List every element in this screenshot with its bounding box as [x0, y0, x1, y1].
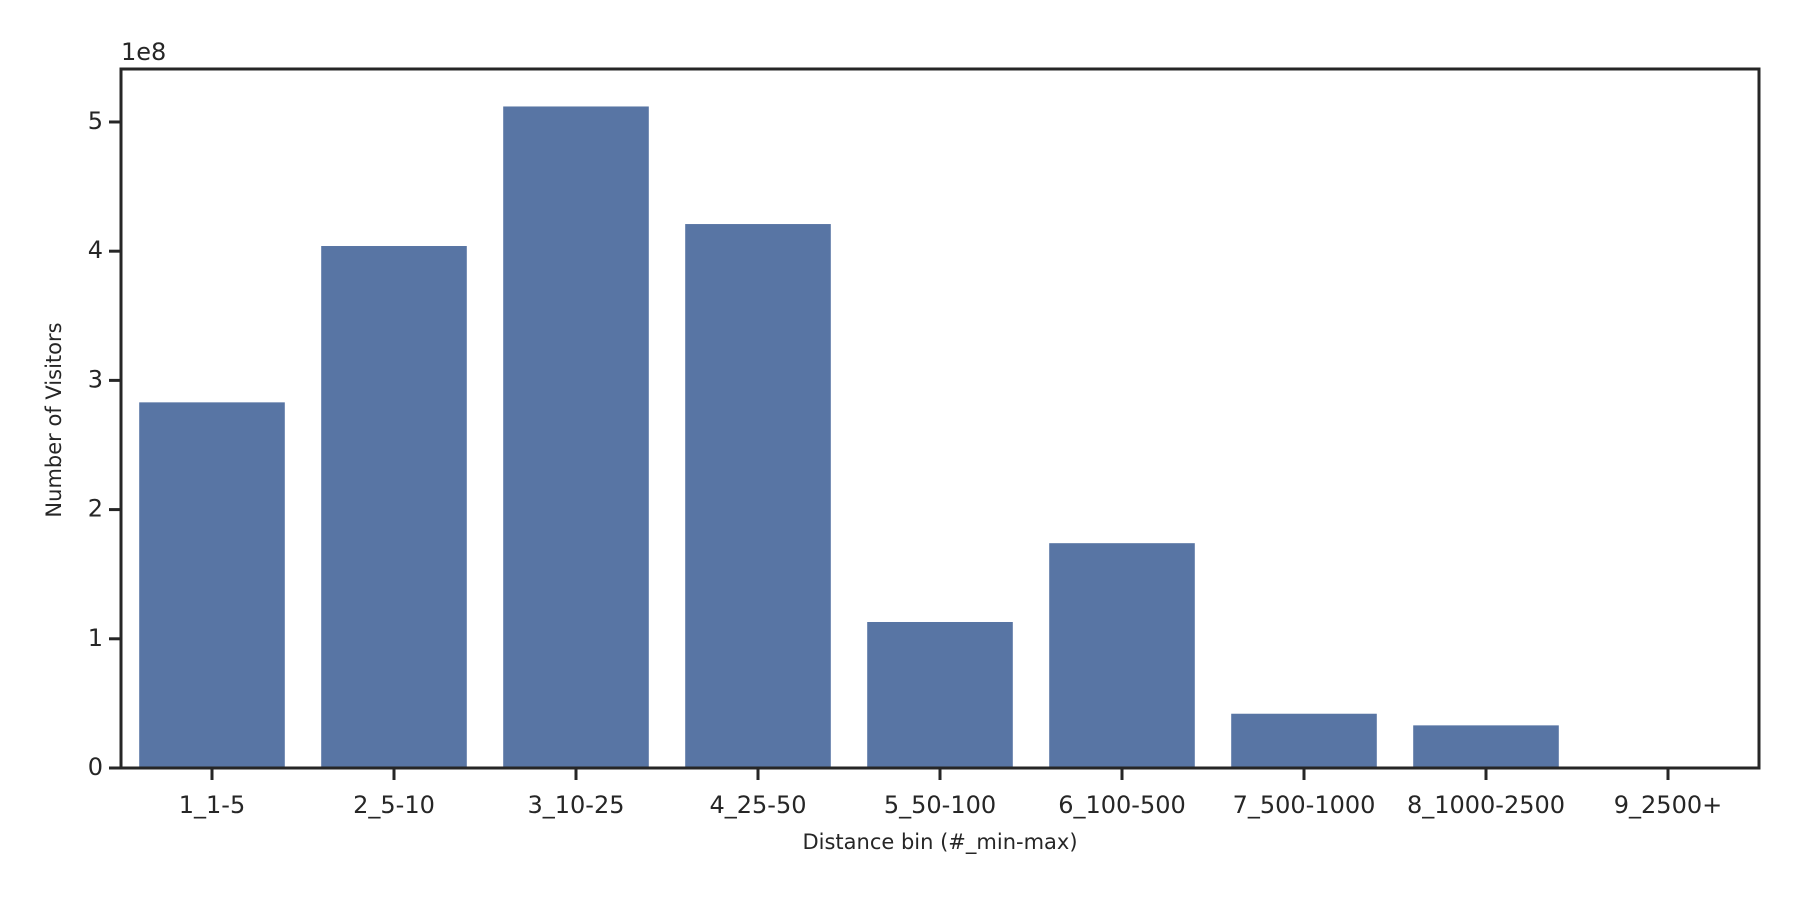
x-tick-label: 8_1000-2500	[1407, 791, 1565, 819]
bar	[1049, 543, 1195, 768]
y-axis-label: Number of Visitors	[42, 322, 66, 517]
y-tick-label: 3	[88, 365, 103, 393]
x-tick-label: 5_50-100	[884, 791, 996, 819]
bar	[1413, 725, 1559, 768]
y-tick-label: 1	[88, 624, 103, 652]
x-tick-label: 9_2500+	[1614, 791, 1722, 819]
x-tick-label: 3_10-25	[527, 791, 624, 819]
y-tick-label: 4	[88, 236, 103, 264]
x-axis-label: Distance bin (#_min-max)	[802, 830, 1077, 855]
bar	[139, 402, 285, 768]
plot-frame	[119, 67, 1761, 770]
bar	[685, 224, 831, 768]
y-offset-label: 1e8	[121, 38, 166, 66]
x-tick-label: 6_100-500	[1058, 791, 1186, 819]
y-tick-label: 0	[88, 753, 103, 781]
bar	[1231, 713, 1377, 768]
bar	[503, 106, 649, 769]
x-tick-label: 7_500-1000	[1233, 791, 1376, 819]
bar	[867, 621, 1013, 768]
x-tick-label: 4_25-50	[709, 791, 806, 819]
x-tick-label: 1_1-5	[179, 791, 245, 819]
bar	[321, 246, 467, 768]
y-tick-label: 5	[88, 107, 103, 135]
x-tick-label: 2_5-10	[353, 791, 435, 819]
y-tick-label: 2	[88, 495, 103, 523]
